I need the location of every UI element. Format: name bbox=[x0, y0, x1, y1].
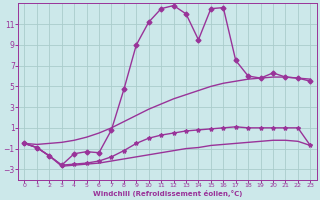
X-axis label: Windchill (Refroidissement éolien,°C): Windchill (Refroidissement éolien,°C) bbox=[93, 190, 242, 197]
